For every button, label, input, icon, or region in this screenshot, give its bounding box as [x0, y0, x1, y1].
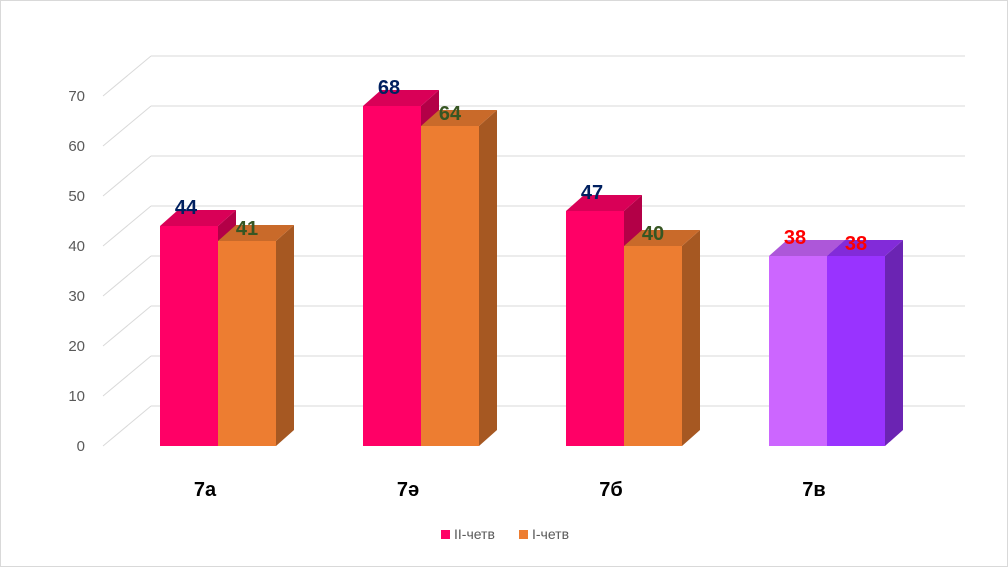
bar-top	[827, 240, 903, 256]
gridline-diagonal	[102, 355, 152, 397]
bar-front	[160, 226, 218, 446]
gridline-diagonal	[102, 255, 152, 297]
y-tick-label: 60	[68, 138, 85, 155]
data-label: 38	[845, 233, 867, 255]
data-label: 40	[642, 223, 664, 245]
bar-front	[827, 256, 885, 446]
data-labels: 44 41 68 64 47 40 38 38	[175, 77, 867, 255]
y-tick-label: 30	[68, 288, 85, 305]
bar-front	[769, 256, 827, 446]
x-axis: 7а 7ә 7б 7в	[194, 479, 826, 501]
bar	[624, 230, 700, 446]
bar-front	[624, 246, 682, 446]
bar-front	[218, 241, 276, 446]
bar-top	[769, 240, 845, 256]
bar-side	[885, 240, 903, 446]
bar-side	[479, 110, 497, 446]
bars	[160, 90, 903, 446]
gridline-diagonal	[102, 305, 152, 347]
data-label: 38	[784, 227, 806, 249]
bar	[827, 240, 903, 446]
y-tick-label: 50	[68, 188, 85, 205]
x-tick-label: 7ә	[397, 479, 419, 501]
bar-side	[276, 225, 294, 446]
gridline-diagonal	[102, 105, 152, 147]
data-label: 47	[581, 182, 603, 204]
data-label: 68	[378, 77, 400, 99]
y-tick-label: 70	[68, 88, 85, 105]
data-label: 41	[236, 218, 258, 240]
bar-front	[363, 106, 421, 446]
legend-label: I-четв	[532, 526, 569, 542]
bar-top	[624, 230, 700, 246]
legend: II-четв I-четв	[441, 526, 569, 542]
bar-top	[160, 210, 236, 226]
bar-top	[566, 195, 642, 211]
x-tick-label: 7а	[194, 479, 217, 501]
bar-top	[421, 110, 497, 126]
gridline-diagonal	[102, 155, 152, 197]
gridline-diagonal	[102, 405, 152, 447]
y-tick-label: 0	[77, 438, 85, 455]
bar-top	[218, 225, 294, 241]
legend-swatch	[441, 530, 450, 539]
data-label: 64	[439, 103, 462, 125]
x-tick-label: 7б	[599, 479, 622, 501]
legend-swatch	[519, 530, 528, 539]
bar	[421, 110, 497, 446]
bar-front	[421, 126, 479, 446]
y-tick-label: 40	[68, 238, 85, 255]
y-tick-label: 10	[68, 388, 85, 405]
legend-label: II-четв	[454, 526, 495, 542]
bar-front	[566, 211, 624, 446]
x-tick-label: 7в	[802, 479, 825, 501]
y-axis: 0 10 20 30 40 50 60 70	[68, 88, 85, 455]
y-tick-label: 20	[68, 338, 85, 355]
gridline-diagonal	[102, 205, 152, 247]
bar	[218, 225, 294, 446]
bar-side	[682, 230, 700, 446]
gridline-diagonal	[102, 55, 152, 97]
data-label: 44	[175, 197, 198, 219]
bar-top	[363, 90, 439, 106]
